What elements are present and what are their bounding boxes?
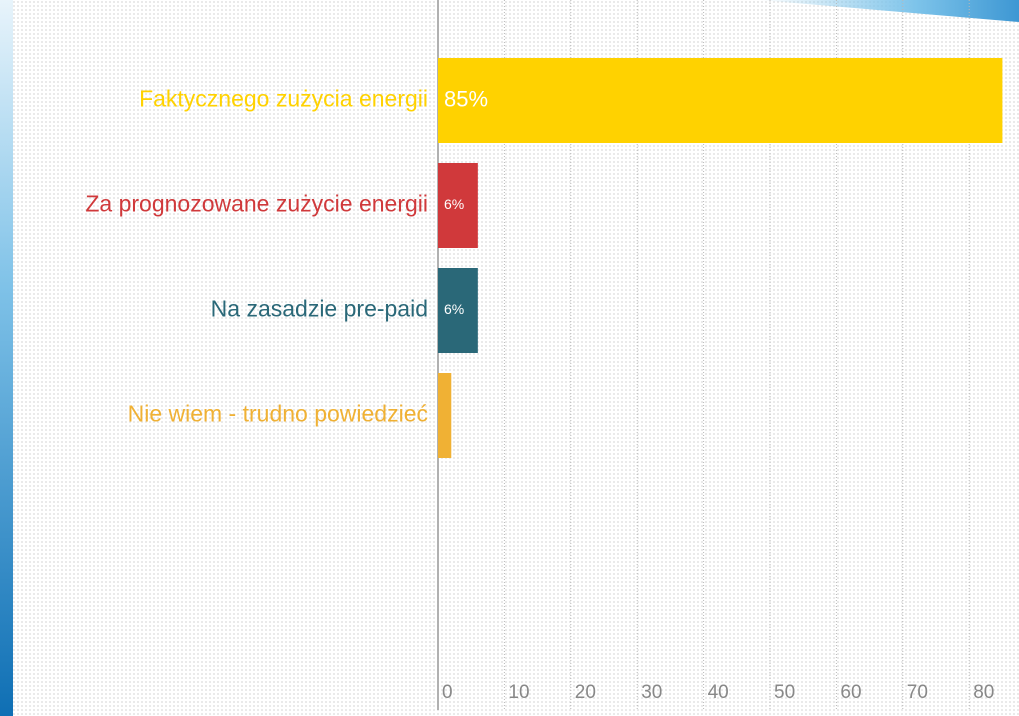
x-tick-label: 0 [442, 682, 453, 703]
bar [438, 373, 452, 458]
bar [438, 163, 478, 248]
x-tick-label: 30 [641, 682, 662, 703]
value-label: 85% [444, 86, 488, 111]
value-label: 6% [444, 196, 464, 212]
x-tick-label: 40 [708, 682, 729, 703]
category-label: Faktycznego zużycia energii [139, 86, 428, 112]
x-tick-label: 20 [575, 682, 596, 703]
x-tick-label: 50 [774, 682, 795, 703]
category-label: Na zasadzie pre-paid [211, 296, 428, 322]
value-label: 6% [444, 301, 464, 317]
decor-left [0, 0, 13, 716]
x-tick-label: 80 [973, 682, 994, 703]
category-label: Za prognozowane zużycie energii [85, 191, 428, 217]
x-tick-label: 60 [840, 682, 861, 703]
x-tick-label: 10 [508, 682, 529, 703]
x-tick-label: 70 [907, 682, 928, 703]
bar [438, 268, 478, 353]
category-label: Nie wiem - trudno powiedzieć [128, 401, 428, 427]
bar [438, 58, 1003, 143]
